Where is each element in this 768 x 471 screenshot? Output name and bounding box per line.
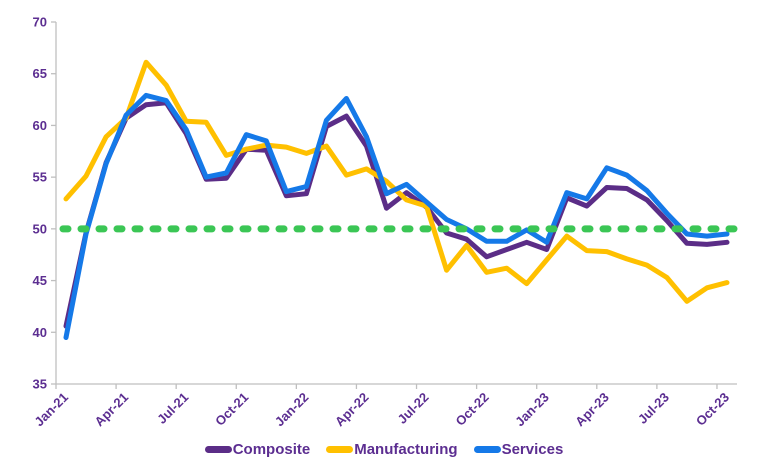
svg-text:Apr-23: Apr-23	[572, 390, 612, 430]
svg-text:Jan-22: Jan-22	[272, 390, 312, 430]
svg-text:35: 35	[33, 377, 47, 392]
legend-item-services: Services	[473, 441, 564, 458]
svg-text:Jul-21: Jul-21	[154, 390, 191, 427]
legend-label-manufacturing: Manufacturing	[354, 441, 458, 458]
svg-text:Jan-23: Jan-23	[512, 390, 552, 430]
svg-text:60: 60	[33, 118, 47, 133]
manufacturing-line-swatch	[326, 446, 354, 453]
svg-text:Oct-22: Oct-22	[453, 390, 492, 429]
legend-label-composite: Composite	[232, 441, 311, 458]
svg-text:65: 65	[33, 66, 47, 81]
svg-text:Apr-21: Apr-21	[91, 390, 131, 430]
svg-text:Jan-21: Jan-21	[31, 390, 71, 430]
legend-item-manufacturing: Manufacturing	[326, 441, 458, 458]
svg-text:Jul-23: Jul-23	[635, 390, 672, 427]
svg-text:50: 50	[33, 221, 47, 236]
chart-legend: Composite Manufacturing Services	[0, 442, 768, 457]
composite-line-swatch	[204, 446, 232, 453]
svg-text:Apr-22: Apr-22	[332, 390, 372, 430]
svg-text:Oct-21: Oct-21	[212, 390, 251, 429]
svg-text:70: 70	[33, 15, 47, 30]
legend-label-services: Services	[501, 441, 564, 458]
svg-text:55: 55	[33, 170, 47, 185]
svg-text:Jul-22: Jul-22	[394, 390, 431, 427]
services-line-swatch	[473, 446, 501, 453]
svg-text:Oct-23: Oct-23	[693, 390, 732, 429]
svg-text:40: 40	[33, 325, 47, 340]
legend-item-composite: Composite	[204, 441, 311, 458]
svg-text:45: 45	[33, 273, 47, 288]
